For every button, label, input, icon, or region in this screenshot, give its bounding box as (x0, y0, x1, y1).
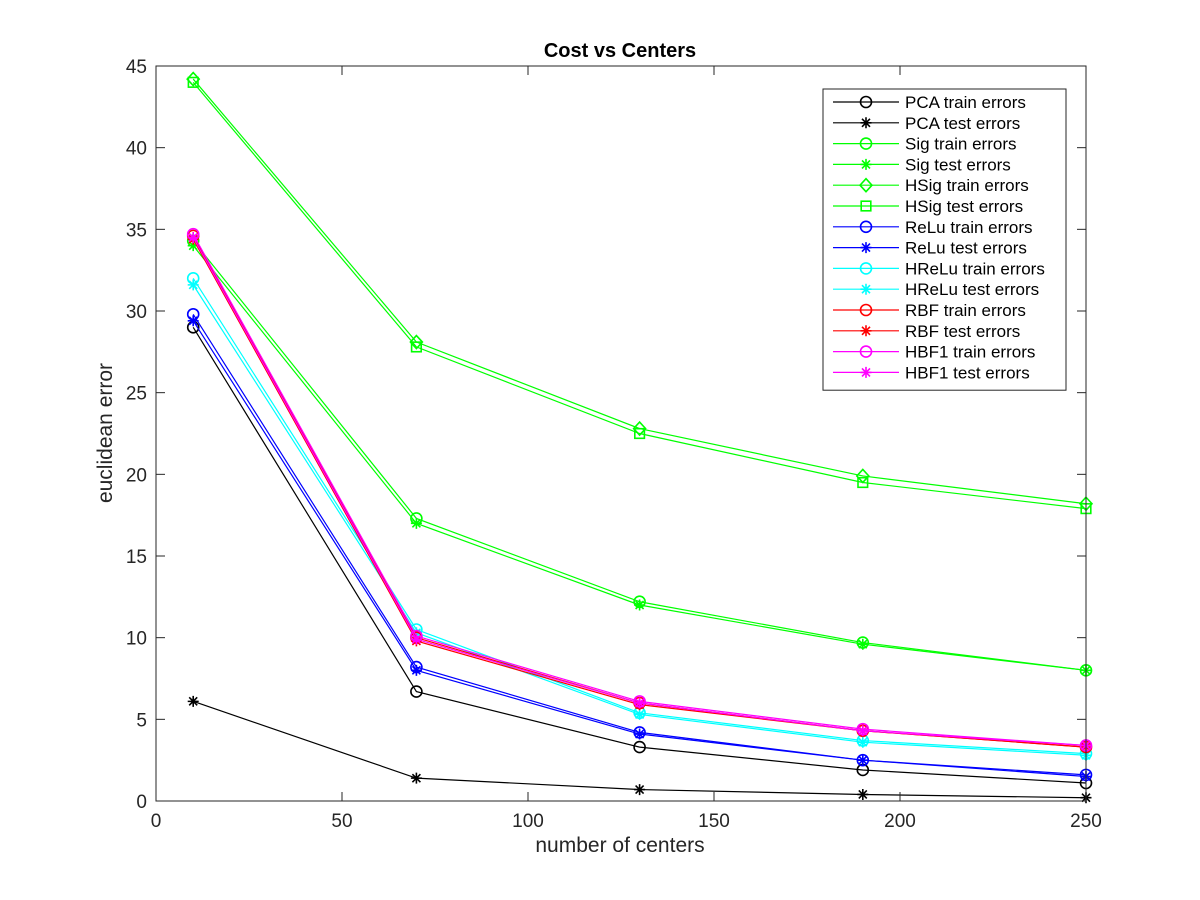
data-point (857, 476, 869, 489)
legend-entry: HReLu test errors (833, 280, 1039, 299)
legend-label: RBF test errors (905, 322, 1020, 341)
y-tick-label: 20 (126, 465, 147, 486)
y-tick-label: 10 (126, 629, 147, 650)
data-point (187, 279, 199, 291)
series-relu-test-errors (187, 315, 1092, 782)
legend-label: Sig train errors (905, 135, 1016, 154)
data-point (634, 708, 646, 720)
x-tick-label: 200 (884, 811, 916, 832)
data-point (187, 76, 199, 88)
legend-label: HSig train errors (905, 176, 1029, 195)
legend-entry: HSig train errors (833, 176, 1029, 195)
data-point (634, 784, 646, 796)
data-point (187, 240, 199, 252)
data-point (857, 638, 869, 650)
data-point (410, 664, 422, 676)
legend-label: HBF1 train errors (905, 343, 1035, 362)
legend-marker (860, 242, 872, 254)
x-tick-label: 250 (1070, 811, 1102, 832)
axes: 0 50 100 150 200 250 0 5 10 15 20 25 30 35 40 45 (126, 57, 1102, 832)
y-tick-label: 5 (136, 710, 147, 731)
legend-label: HReLu test errors (905, 280, 1039, 299)
legend-marker (860, 283, 872, 295)
legend-label: PCA train errors (905, 93, 1026, 112)
legend-marker (860, 200, 872, 212)
y-tick-label: 30 (126, 302, 147, 323)
data-point (410, 633, 422, 645)
legend-marker (859, 303, 873, 317)
chart-title: Cost vs Centers (544, 40, 696, 62)
data-point (187, 232, 199, 243)
legend-entry: RBF train errors (833, 301, 1026, 320)
legend-marker (858, 177, 874, 193)
legend-marker (860, 117, 872, 129)
legend-label: ReLu test errors (905, 239, 1027, 258)
legend-marker (859, 220, 873, 234)
data-point (857, 725, 869, 737)
data-point (857, 754, 869, 766)
data-point (409, 334, 424, 350)
legend-marker (859, 345, 873, 358)
data-point (410, 685, 423, 698)
data-point (634, 728, 646, 740)
y-tick-label: 40 (126, 139, 147, 160)
series-line (192, 327, 1087, 784)
data-point (410, 772, 422, 784)
legend-entry: ReLu test errors (833, 239, 1027, 258)
y-tick-label: 15 (126, 547, 147, 568)
legend-entry: RBF test errors (833, 322, 1020, 341)
y-tick-label: 25 (126, 384, 147, 405)
legend-entry: Sig test errors (833, 155, 1011, 174)
data-point (410, 341, 423, 353)
legend-entry: HSig test errors (833, 197, 1023, 216)
legend-label: Sig test errors (905, 155, 1011, 174)
y-axis-label: euclidean error (94, 363, 117, 503)
data-point (634, 599, 646, 611)
legend-label: HBF1 test errors (905, 363, 1030, 382)
data-point (633, 740, 646, 754)
legend-entry: HBF1 train errors (833, 343, 1035, 362)
axes-box (155, 65, 1087, 802)
legend-marker (860, 158, 872, 170)
legend-label: HSig test errors (905, 197, 1023, 216)
legend: PCA train errors PCA test errors Sig train… (822, 88, 1067, 391)
x-tick-label: 50 (331, 811, 352, 832)
legend-marker (859, 95, 873, 109)
x-axis-label: number of centers (535, 834, 704, 857)
legend-marker (860, 366, 872, 378)
data-point (187, 695, 199, 707)
legend-label: HReLu train errors (905, 259, 1045, 278)
x-tick-label: 100 (512, 811, 544, 832)
legend-marker (859, 137, 873, 150)
data-point (857, 788, 869, 800)
legend-entry: HBF1 test errors (833, 363, 1030, 382)
legend-entry: PCA test errors (833, 114, 1020, 133)
legend-entry: ReLu train errors (833, 218, 1033, 237)
legend-entry: Sig train errors (833, 135, 1016, 154)
y-tick-label: 45 (126, 57, 147, 78)
data-point (632, 420, 647, 437)
data-point (857, 736, 869, 748)
legend-marker (860, 325, 872, 337)
data-point (410, 517, 422, 529)
legend-label: ReLu train errors (905, 218, 1033, 237)
x-tick-label: 150 (698, 811, 730, 832)
data-point (634, 697, 646, 709)
data-point (633, 427, 646, 440)
legend-marker (859, 262, 873, 275)
y-tick-label: 35 (126, 220, 147, 241)
x-tick-label: 0 (151, 811, 162, 832)
plot-area (186, 71, 1094, 804)
data-point (187, 315, 199, 327)
legend-entry: PCA train errors (833, 93, 1026, 112)
legend-entry: HReLu train errors (833, 259, 1045, 278)
y-tick-label: 0 (136, 792, 147, 813)
legend-label: PCA test errors (905, 114, 1020, 133)
series-line (192, 81, 1087, 510)
legend-label: RBF train errors (905, 301, 1026, 320)
